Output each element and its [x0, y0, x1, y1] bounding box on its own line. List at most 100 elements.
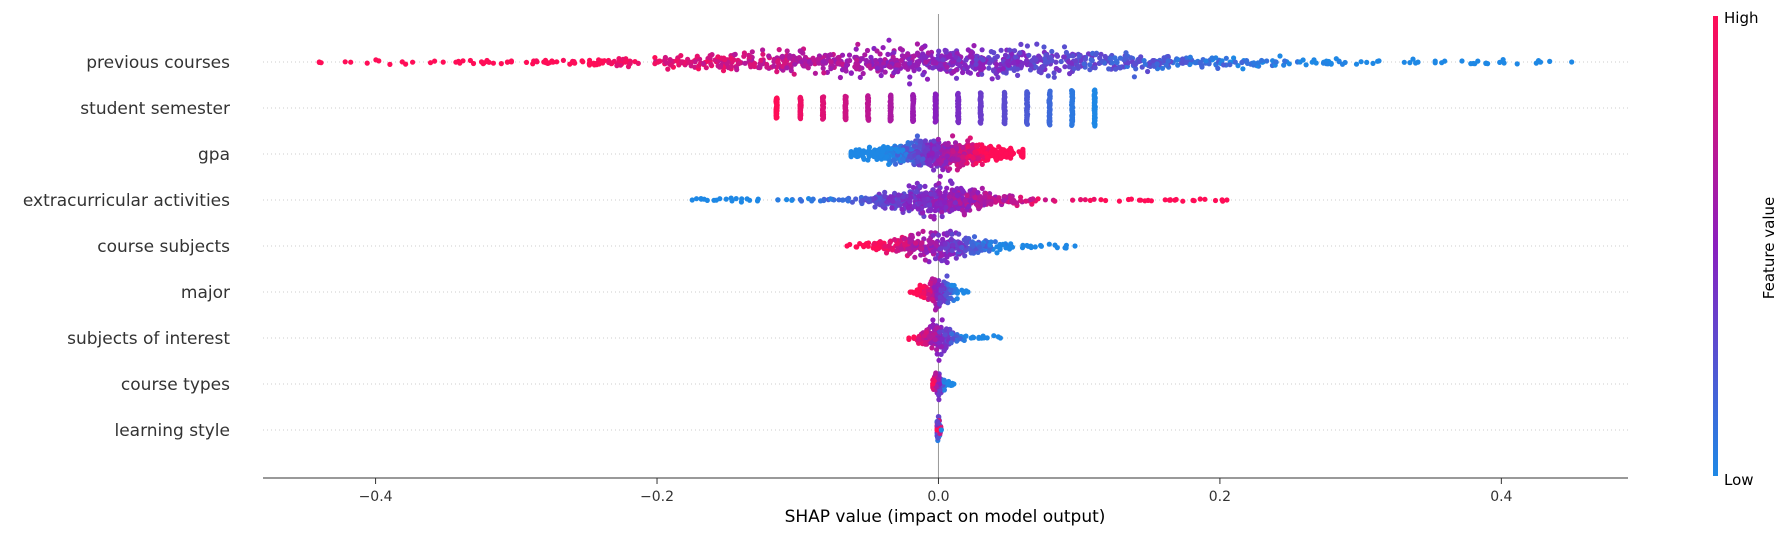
shap-point	[948, 340, 954, 346]
shap-point	[1407, 60, 1413, 66]
shap-point	[888, 238, 894, 244]
shap-point	[896, 192, 902, 198]
shap-point	[1273, 59, 1279, 65]
shap-point	[1159, 65, 1166, 71]
shap-point	[549, 59, 555, 65]
shap-point	[1197, 60, 1203, 66]
shap-point	[1281, 62, 1287, 68]
feature-label: subjects of interest	[67, 329, 230, 349]
shap-point	[1024, 121, 1030, 127]
shap-point	[931, 146, 938, 152]
colorbar-low-label: Low	[1724, 471, 1754, 489]
shap-point	[938, 351, 944, 357]
shap-point	[998, 155, 1004, 161]
shap-point	[1071, 66, 1077, 72]
shap-point	[1432, 60, 1438, 66]
shap-point	[901, 236, 907, 242]
shap-point	[664, 60, 670, 66]
shap-point	[960, 188, 966, 194]
shap-point	[736, 61, 742, 67]
shap-point	[1058, 58, 1064, 65]
shap-point	[760, 47, 766, 53]
shap-point	[987, 194, 993, 200]
shap-point	[900, 194, 906, 200]
shap-point	[796, 55, 802, 61]
shap-point	[892, 161, 899, 167]
shap-point	[608, 60, 614, 66]
shap-point	[667, 57, 673, 63]
shap-point	[938, 66, 944, 72]
shap-point	[942, 332, 948, 338]
shap-point	[774, 69, 780, 75]
shap-point	[1199, 64, 1205, 70]
shap-point	[922, 257, 929, 263]
shap-point	[533, 58, 540, 64]
shap-point	[1191, 198, 1197, 204]
shap-point	[922, 183, 928, 189]
shap-point	[934, 347, 940, 353]
shap-point	[1163, 62, 1169, 68]
shap-point	[979, 161, 985, 167]
shap-point	[882, 189, 888, 195]
shap-point	[878, 153, 884, 159]
shap-point	[949, 331, 955, 337]
shap-point	[981, 145, 988, 151]
shap-point	[467, 57, 473, 64]
shap-point	[906, 141, 912, 147]
shap-point	[969, 54, 975, 60]
shap-point	[723, 196, 729, 202]
shap-point	[701, 196, 707, 202]
shap-point	[957, 240, 963, 246]
shap-point	[938, 344, 945, 350]
shap-point	[689, 197, 695, 203]
shap-point	[961, 337, 967, 343]
shap-point	[972, 149, 978, 155]
shap-point	[364, 60, 370, 66]
shap-point	[940, 167, 946, 173]
shap-point	[1514, 61, 1520, 67]
shap-point	[949, 282, 955, 288]
shap-point	[1102, 53, 1108, 60]
shap-point	[1020, 151, 1026, 157]
shap-point	[849, 199, 856, 205]
shap-point	[1501, 60, 1507, 66]
shap-point	[931, 138, 937, 144]
shap-point	[959, 207, 966, 213]
shap-point	[373, 57, 379, 63]
shap-point	[929, 345, 935, 351]
shap-point	[1061, 54, 1067, 60]
shap-point	[880, 148, 886, 154]
shap-point	[1282, 58, 1288, 64]
shap-point	[958, 161, 964, 168]
shap-point	[1165, 53, 1171, 60]
shap-point	[1011, 60, 1017, 66]
shap-point	[1098, 197, 1104, 203]
shap-point	[523, 59, 530, 65]
shap-point	[1375, 58, 1381, 64]
shap-point	[992, 239, 998, 245]
shap-point	[931, 191, 937, 198]
shap-point	[678, 59, 685, 65]
shap-point	[951, 188, 957, 194]
shap-point	[891, 70, 897, 76]
shap-point	[973, 57, 979, 63]
shap-point	[1024, 43, 1030, 49]
shap-point	[979, 71, 985, 77]
shap-point	[952, 200, 959, 206]
shap-point	[943, 159, 949, 165]
shap-point	[1142, 198, 1148, 204]
shap-point	[1459, 58, 1465, 64]
shap-point	[835, 55, 841, 61]
shap-point	[913, 240, 919, 246]
shap-point	[1002, 121, 1008, 127]
shap-point	[1141, 58, 1147, 64]
shap-point	[914, 41, 921, 47]
shap-point	[949, 180, 955, 186]
shap-point	[738, 199, 745, 205]
shap-point	[1244, 58, 1250, 64]
shap-point	[1116, 198, 1122, 204]
shap-point	[994, 250, 1000, 256]
shap-point	[1251, 60, 1257, 66]
shap-point	[780, 63, 786, 69]
shap-point	[949, 207, 955, 213]
